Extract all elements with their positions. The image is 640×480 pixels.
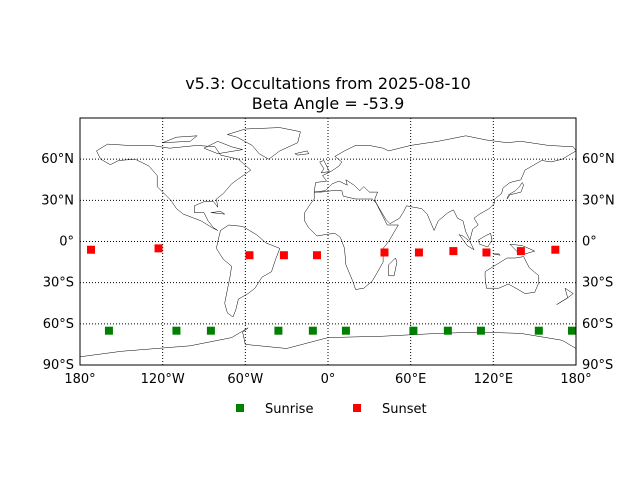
coastline-outline — [506, 182, 524, 200]
sunrise-marker — [308, 326, 317, 335]
coastline-outline — [493, 253, 501, 256]
graticule-grid — [80, 118, 576, 365]
x-tick-labels: 180° 120°W 60°W 0° 60°E 120°E 180° — [64, 372, 591, 387]
sunrise-marker — [104, 326, 113, 335]
y-tick-label-right: 90°S — [582, 358, 613, 373]
sunrise-marker — [568, 326, 576, 335]
coastline-outline — [484, 256, 540, 294]
legend-swatch-sunset — [353, 404, 361, 412]
coastline-outline — [294, 150, 309, 156]
y-tick-labels-left: 60°N 30°N 0° 30°S 60°S 90°S — [41, 152, 74, 373]
legend: Sunrise Sunset — [236, 402, 427, 417]
y-tick-label-right: 30°S — [582, 276, 613, 291]
y-tick-label-right: 60°S — [582, 317, 613, 332]
plot-frame — [79, 117, 577, 366]
sunset-marker — [312, 251, 321, 260]
sunset-marker — [245, 251, 254, 260]
legend-label-sunset: Sunset — [382, 402, 427, 417]
sunrise-marker — [476, 326, 485, 335]
sunrise-marker — [206, 326, 215, 335]
x-tick-label: 60°E — [395, 372, 426, 387]
sunrise-marker — [172, 326, 181, 335]
coastline-outline — [210, 211, 225, 215]
sunset-marker — [482, 248, 491, 257]
sunrise-marker — [341, 326, 350, 335]
y-tick-labels-right: 60°N 30°N 0° 30°S 60°S 90°S — [582, 152, 615, 373]
sunrise-marker — [443, 326, 452, 335]
coastline-outline — [162, 135, 198, 143]
y-tick-label-left: 90°S — [43, 358, 74, 373]
x-tick-label: 180° — [64, 372, 95, 387]
x-tick-label: 120°W — [141, 372, 185, 387]
coastline-outline — [203, 141, 243, 154]
chart-title: v5.3: Occultations from 2025-08-10 — [185, 74, 471, 93]
sunset-marker — [414, 248, 423, 257]
x-tick-label: 180° — [560, 372, 591, 387]
legend-swatch-sunrise — [236, 404, 244, 412]
x-tick-label: 120°E — [474, 372, 514, 387]
coastline-outline — [509, 243, 535, 255]
coastline-outline — [313, 135, 577, 241]
coastline-outline — [216, 224, 281, 318]
sunset-marker — [449, 247, 458, 256]
coastline-outline — [477, 233, 493, 248]
coastline-outline — [96, 143, 252, 231]
y-tick-label-right: 60°N — [582, 152, 615, 167]
sunset-marker — [87, 245, 96, 254]
coastline-outline — [227, 127, 301, 160]
sunrise-marker — [534, 326, 543, 335]
y-tick-label-left: 30°N — [41, 193, 74, 208]
sunset-marker — [154, 244, 163, 253]
coastline-outline — [388, 257, 398, 277]
sunset-marker — [551, 245, 560, 254]
world-map-coastlines — [79, 127, 577, 358]
sunrise-marker — [409, 326, 418, 335]
y-tick-label-left: 0° — [59, 235, 74, 250]
coastline-outline — [319, 160, 330, 174]
coastline-outline — [458, 234, 475, 250]
sunset-marker — [516, 247, 525, 256]
y-tick-label-right: 0° — [582, 235, 597, 250]
sunrise-marker — [274, 326, 283, 335]
x-tick-label: 0° — [321, 372, 336, 387]
legend-label-sunrise: Sunrise — [265, 402, 313, 417]
occultation-markers — [87, 244, 576, 335]
sunset-marker — [279, 251, 288, 260]
x-tick-label: 60°W — [227, 372, 263, 387]
y-tick-label-left: 60°N — [41, 152, 74, 167]
sunset-marker — [380, 248, 389, 257]
coastline-outline — [304, 190, 399, 290]
y-tick-label-left: 60°S — [43, 317, 74, 332]
chart-subtitle: Beta Angle = -53.9 — [252, 94, 405, 113]
coastline-outline — [556, 287, 574, 305]
y-tick-label-right: 30°N — [582, 193, 615, 208]
y-tick-label-left: 30°S — [43, 276, 74, 291]
coastline-outline — [79, 327, 577, 358]
